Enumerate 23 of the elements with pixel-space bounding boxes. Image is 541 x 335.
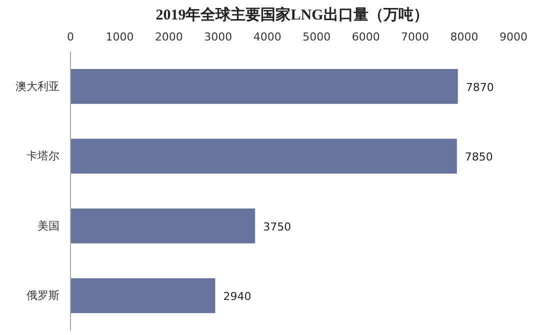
bar <box>70 208 256 244</box>
x-tick-label: 1000 <box>106 30 134 44</box>
x-tick-label: 5000 <box>302 30 331 44</box>
x-tick-label: 0 <box>67 30 74 44</box>
chart-title: 2019年全球主要国家LNG出口量（万吨） <box>156 6 428 24</box>
data-label: 3750 <box>263 220 292 234</box>
data-label: 2940 <box>223 290 252 304</box>
bar <box>70 278 216 314</box>
data-label: 7850 <box>464 150 493 164</box>
y-tick-label: 卡塔尔 <box>26 150 60 163</box>
data-label: 7870 <box>466 80 494 94</box>
x-tick-label: 4000 <box>253 30 282 44</box>
bar <box>70 68 458 104</box>
x-tick-label: 3000 <box>204 30 232 44</box>
y-tick-label: 美国 <box>38 219 60 232</box>
y-tick-label: 俄罗斯 <box>26 289 60 302</box>
x-tick-label: 9000 <box>500 30 528 44</box>
x-tick-label: 7000 <box>401 30 430 44</box>
x-tick-label: 6000 <box>352 30 380 44</box>
y-tick-label: 澳大利亚 <box>16 80 60 93</box>
x-tick-label: 8000 <box>450 30 478 44</box>
bar <box>70 138 457 174</box>
x-tick-label: 2000 <box>154 30 183 44</box>
